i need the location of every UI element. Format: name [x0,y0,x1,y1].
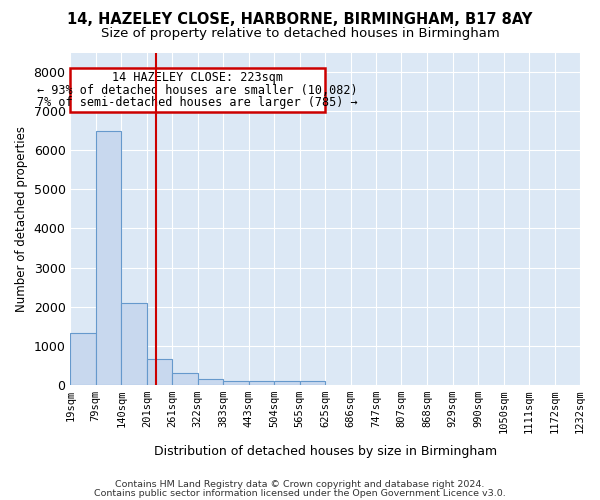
Text: Size of property relative to detached houses in Birmingham: Size of property relative to detached ho… [101,28,499,40]
Bar [147,360,172,385]
Bar [70,333,95,385]
Text: Contains HM Land Registry data © Crown copyright and database right 2024.: Contains HM Land Registry data © Crown c… [115,480,485,489]
Text: 14, HAZELEY CLOSE, HARBORNE, BIRMINGHAM, B17 8AY: 14, HAZELEY CLOSE, HARBORNE, BIRMINGHAM,… [67,12,533,28]
FancyBboxPatch shape [70,68,325,112]
Text: ← 93% of detached houses are smaller (10,082): ← 93% of detached houses are smaller (10… [37,84,358,96]
Text: 14 HAZELEY CLOSE: 223sqm: 14 HAZELEY CLOSE: 223sqm [112,72,283,85]
Bar [223,381,248,385]
Y-axis label: Number of detached properties: Number of detached properties [15,126,28,312]
Bar [198,379,223,385]
Bar [172,373,198,385]
Bar [121,304,147,385]
Text: Contains public sector information licensed under the Open Government Licence v3: Contains public sector information licen… [94,488,506,498]
Bar [248,381,274,385]
Bar [274,381,300,385]
Bar [300,381,325,385]
Text: 7% of semi-detached houses are larger (785) →: 7% of semi-detached houses are larger (7… [37,96,358,109]
Bar [95,130,121,385]
X-axis label: Distribution of detached houses by size in Birmingham: Distribution of detached houses by size … [154,444,497,458]
